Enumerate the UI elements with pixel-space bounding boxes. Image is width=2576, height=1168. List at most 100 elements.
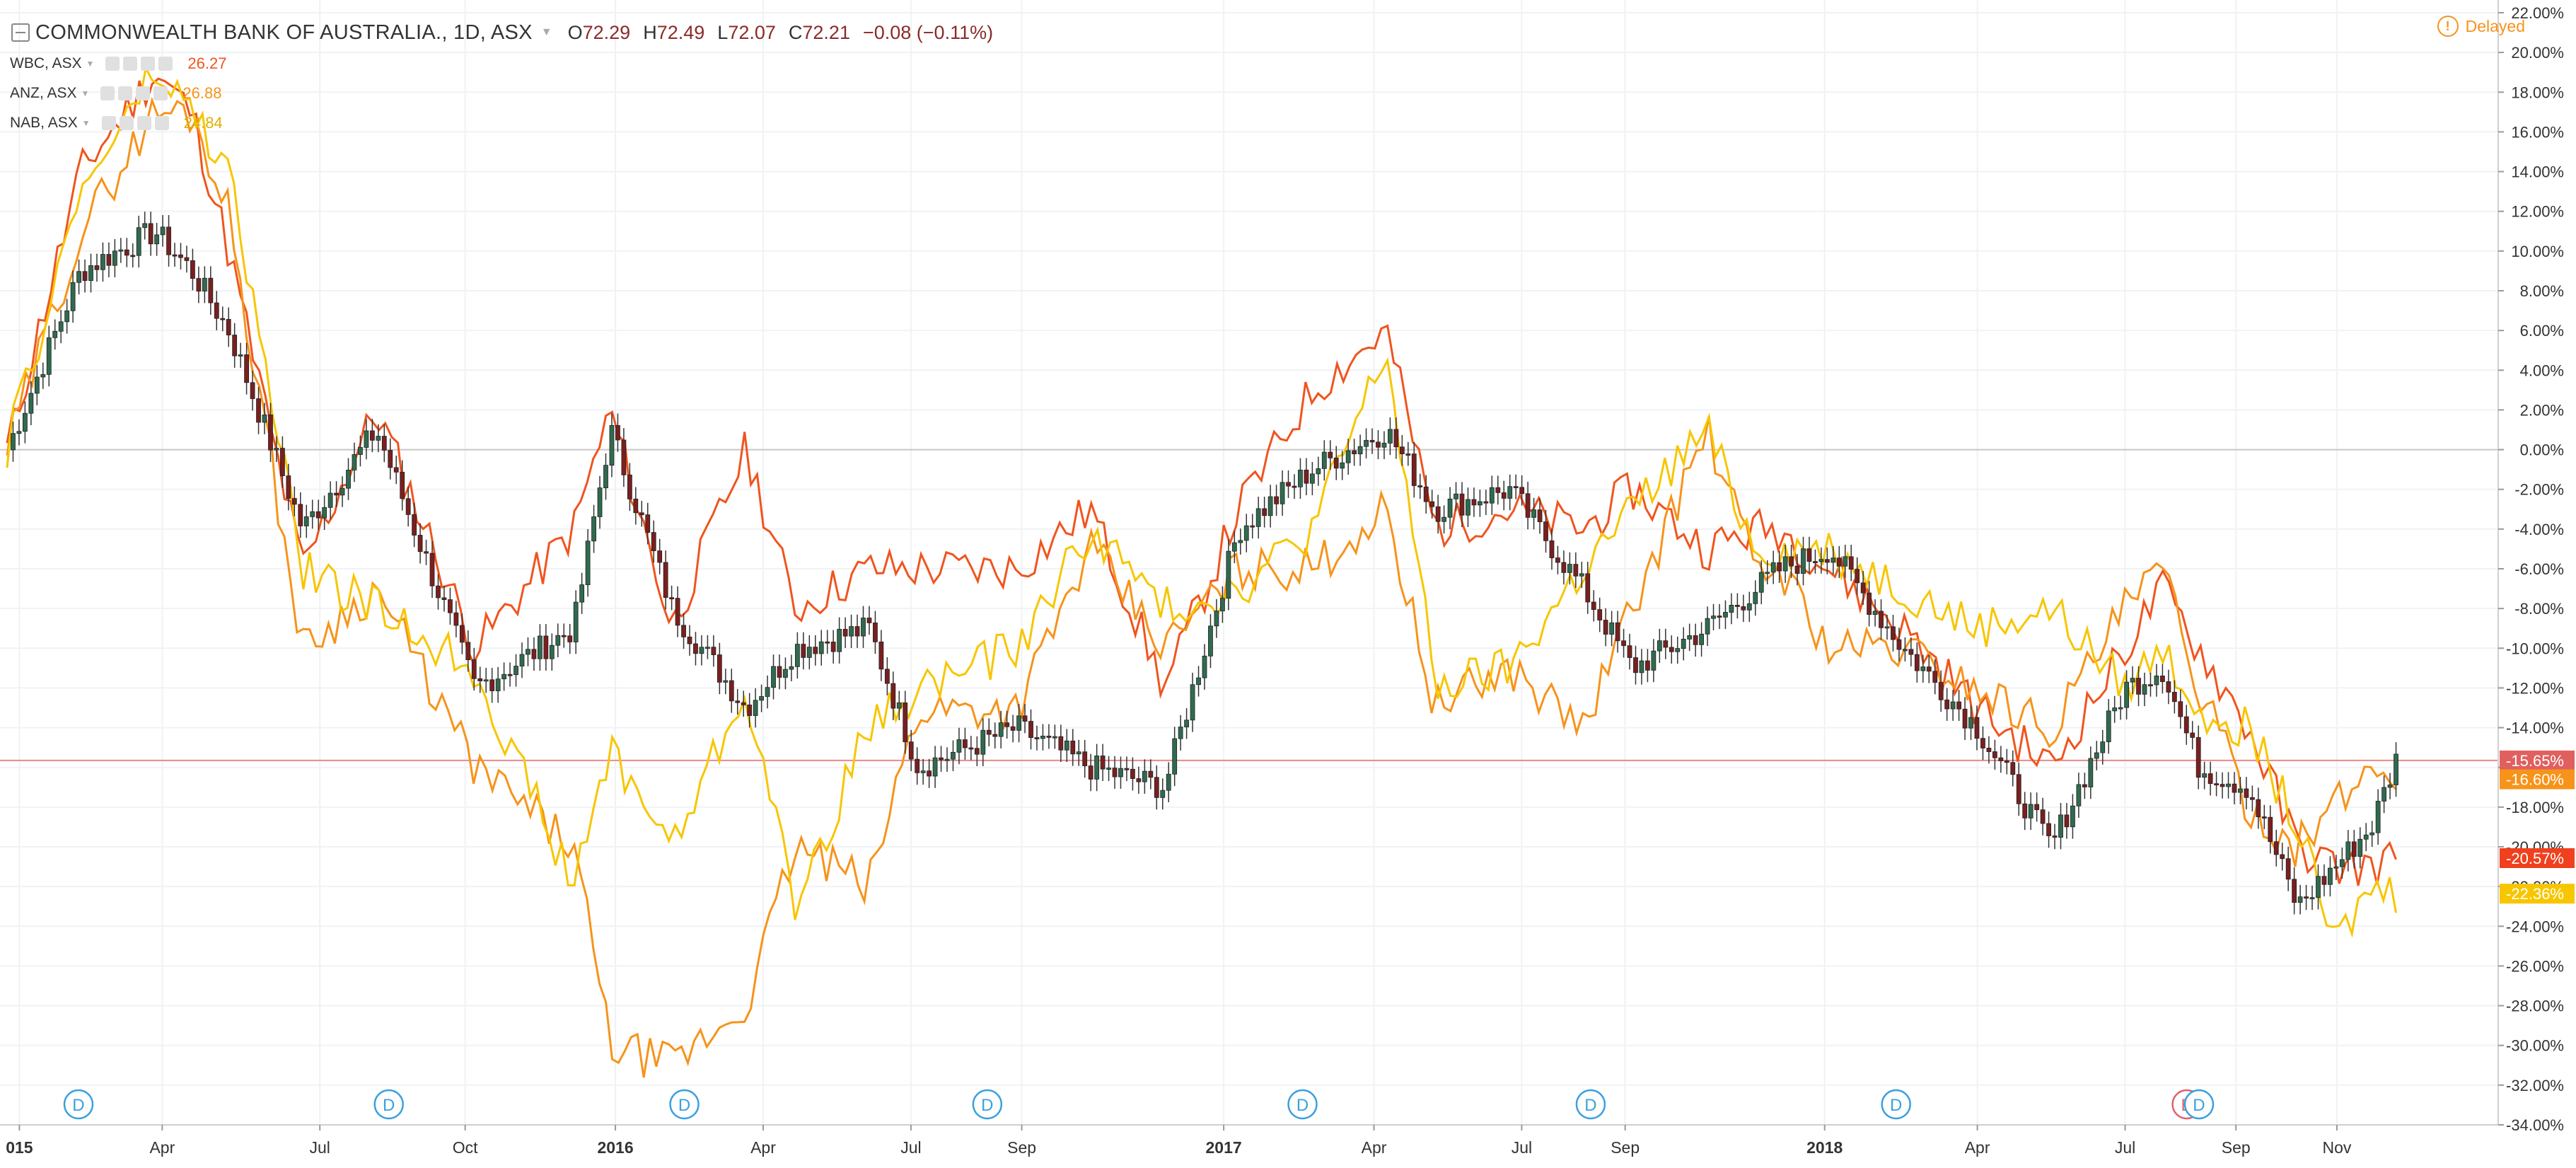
candle-body	[250, 382, 255, 399]
candle-body	[393, 467, 399, 473]
candle-body	[2100, 741, 2106, 753]
x-tick-label: Sep	[1611, 1138, 1640, 1157]
candle-body	[238, 354, 243, 357]
candle-body	[334, 492, 339, 496]
open-value: O72.29	[567, 21, 631, 43]
eye-icon	[105, 57, 120, 71]
candle-body	[94, 265, 100, 270]
candle-body	[1567, 564, 1572, 573]
close-icon	[153, 86, 168, 100]
candle-body	[830, 642, 836, 652]
event-marker	[373, 1089, 404, 1120]
candle-body	[2154, 676, 2159, 686]
candle-body	[1010, 726, 1016, 731]
candle-body	[400, 471, 405, 499]
candle-body	[448, 599, 453, 613]
candle-body	[1267, 496, 1273, 516]
candle-body	[429, 553, 435, 586]
series-tools[interactable]	[101, 116, 173, 130]
compare-row-nab[interactable]: NAB, ASX ▼ 24.84	[10, 109, 223, 137]
candle-body	[878, 641, 884, 670]
candle-body	[920, 770, 926, 773]
candle-body	[1813, 561, 1818, 564]
candle-body	[1214, 611, 1219, 627]
candle-body	[675, 598, 680, 626]
last-value-label: -16.60%	[2506, 771, 2564, 789]
chevron-down-icon[interactable]: ▼	[86, 59, 95, 69]
candle-body	[1734, 604, 1740, 607]
candle-body	[573, 601, 579, 642]
more-icon	[136, 86, 151, 100]
candle-body	[1196, 677, 1201, 686]
candle-body	[2226, 783, 2231, 787]
candle-body	[1160, 790, 1166, 798]
candle-body	[172, 254, 178, 257]
compare-row-wbc[interactable]: WBC, ASX ▼ 26.27	[10, 50, 226, 78]
candle-body	[2160, 676, 2165, 682]
collapse-icon[interactable]	[11, 23, 30, 42]
candle-body	[932, 757, 938, 777]
candle-body	[1489, 487, 1495, 504]
candle-body	[2046, 823, 2051, 836]
series-tools[interactable]	[100, 86, 171, 100]
candle-body	[2333, 866, 2339, 869]
candle-body	[2202, 773, 2207, 778]
y-tick-label: -34.00%	[2506, 1116, 2564, 1134]
compare-row-anz[interactable]: ANZ, ASX ▼ 26.88	[10, 79, 221, 108]
delayed-status[interactable]: ! Delayed	[2437, 16, 2525, 37]
candle-body	[100, 254, 105, 270]
candle-body	[46, 337, 52, 375]
candle-body	[436, 585, 441, 599]
candle-body	[232, 335, 238, 357]
candle-body	[1537, 509, 1543, 523]
candle-body	[986, 729, 992, 735]
candle-body	[1848, 556, 1854, 570]
candle-body	[1423, 486, 1429, 502]
candle-body	[2268, 816, 2273, 843]
candle-body	[1651, 650, 1657, 671]
candle-body	[214, 302, 219, 319]
candle-body	[327, 492, 333, 508]
candle-body	[1627, 645, 1632, 658]
candle-body	[765, 687, 770, 697]
cba-candles	[11, 212, 2398, 915]
event-marker	[1881, 1089, 1911, 1120]
candle-body	[358, 447, 363, 455]
candle-body	[1280, 482, 1285, 504]
candle-body	[2244, 788, 2249, 798]
candle-body	[184, 257, 190, 261]
candle-body	[1824, 559, 1830, 563]
chevron-down-icon[interactable]: ▼	[540, 26, 552, 38]
candle-body	[2351, 841, 2357, 857]
candle-body	[2280, 854, 2285, 860]
x-tick-label: Jul	[2115, 1138, 2135, 1157]
candle-body	[1477, 501, 1483, 506]
candle-body	[1974, 717, 1980, 739]
last-value-badge	[2500, 769, 2575, 790]
time-scale[interactable]: 015 Apr Jul Oct 2016 Apr Jul Sep 2017 Apr Jul Sep 20…	[0, 1124, 2498, 1157]
candle-body	[76, 271, 81, 283]
candle-body	[2321, 876, 2327, 885]
price-scale[interactable]: 22.00% 20.00% 18.00% 16.00% 14.00% 12.00% 10.0…	[2497, 0, 2576, 1168]
candle-body	[813, 647, 818, 654]
compare-symbol: ANZ, ASX	[10, 85, 77, 101]
symbol-title[interactable]: COMMONWEALTH BANK OF AUSTRALIA., 1D, ASX	[35, 21, 533, 44]
candle-body	[1004, 722, 1010, 727]
candle-body	[388, 450, 393, 468]
chevron-down-icon[interactable]: ▼	[81, 118, 91, 128]
candle-body	[1411, 453, 1417, 486]
candle-body	[11, 433, 16, 451]
candle-body	[2232, 783, 2237, 793]
candle-body	[1388, 429, 1393, 444]
series-tools[interactable]	[105, 57, 176, 71]
candle-body	[1321, 451, 1327, 469]
candle-body	[1429, 501, 1435, 507]
candle-body	[818, 641, 824, 654]
chevron-down-icon[interactable]: ▼	[81, 88, 90, 98]
event-marker	[63, 1089, 94, 1120]
y-tick-label: 16.00%	[2511, 123, 2564, 141]
candle-body	[1843, 556, 1848, 567]
candle-body	[136, 227, 141, 256]
candle-body	[376, 436, 381, 441]
